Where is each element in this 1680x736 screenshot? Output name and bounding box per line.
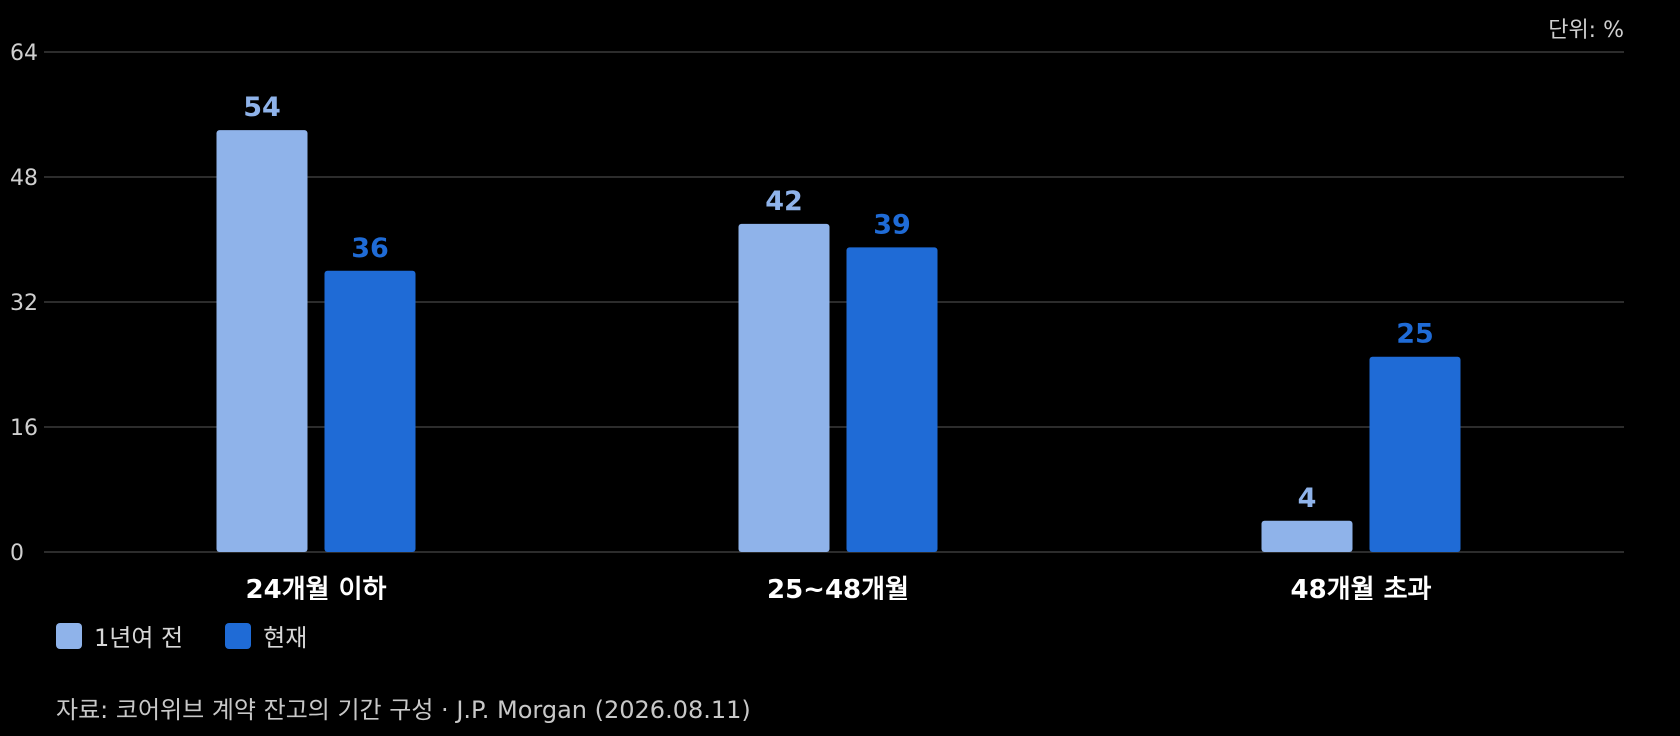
legend-item-prev: 1년여 전 [56, 618, 183, 653]
data-label: 4 [1298, 483, 1317, 514]
x-axis-labels: 24개월 이하 25~48개월 48개월 초과 [246, 575, 1432, 600]
bar-chart: 0 16 32 48 64 54 36 42 39 4 25 24개월 이하 25~48개월 48개월… [10, 41, 1624, 600]
data-label: 42 [765, 186, 803, 217]
y-tick-label: 32 [10, 291, 38, 316]
y-axis-ticks: 0 16 32 48 64 [10, 41, 38, 566]
data-label: 54 [243, 92, 281, 123]
legend-label-now: 현재 [263, 624, 308, 652]
legend-swatch-now [225, 622, 252, 649]
bar [1369, 356, 1461, 552]
bar [1261, 520, 1353, 552]
source-note: 자료: 코어위브 계약 잔고의 기간 구성 · J.P. Morgan (202… [56, 696, 751, 724]
x-tick-label: 24개월 이하 [246, 575, 387, 600]
legend-label-prev: 1년여 전 [94, 624, 184, 652]
legend-swatch-prev [56, 622, 82, 649]
y-tick-label: 16 [10, 416, 38, 441]
x-tick-label: 48개월 초과 [1291, 575, 1432, 600]
bar [216, 130, 308, 552]
bar [324, 270, 416, 552]
y-tick-label: 64 [10, 41, 38, 66]
bar [738, 223, 830, 552]
bar [846, 247, 938, 552]
bars [216, 130, 1461, 552]
data-label: 25 [1396, 319, 1434, 350]
legend: 1년여 전 현재 [56, 618, 307, 653]
y-tick-label: 48 [10, 166, 38, 191]
data-label: 39 [873, 209, 911, 240]
legend-item-now: 현재 [225, 618, 307, 653]
unit-label: 단위: % [1548, 18, 1624, 43]
data-label: 36 [351, 233, 389, 264]
y-tick-label: 0 [10, 541, 24, 566]
x-tick-label: 25~48개월 [767, 575, 909, 600]
value-labels: 54 36 42 39 4 25 [243, 92, 1434, 514]
